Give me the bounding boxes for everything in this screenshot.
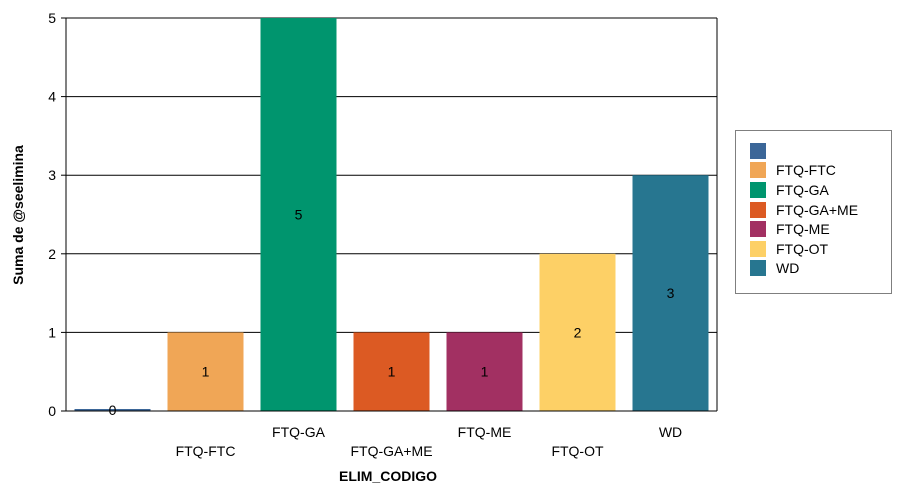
y-tick-label: 3 [48,167,56,183]
legend-item: FTQ-OT [750,239,891,259]
legend-label: FTQ-ME [776,221,830,238]
gridlines [66,17,717,333]
x-tick-label: FTQ-OT [551,443,604,459]
y-tick-label: 5 [48,10,56,26]
bar [167,332,244,411]
y-tick-label: 2 [48,246,56,262]
data-label: 1 [202,364,210,380]
bar [260,18,337,411]
y-tick-label: 1 [48,324,56,340]
data-label: 0 [109,402,117,418]
y-axis-title: Suma de @seelimina [10,145,26,285]
bar [539,253,616,411]
legend: FTQ-FTC FTQ-GA FTQ-GA+ME FTQ-ME FTQ-OT WD [735,130,892,294]
x-tick-label: WD [659,424,682,440]
legend-swatch [750,201,766,218]
data-label: 1 [388,364,396,380]
legend-swatch [750,181,766,198]
legend-swatch [750,221,766,238]
x-tick-label: FTQ-ME [458,424,512,440]
legend-label: FTQ-GA+ME [776,201,859,218]
legend-item: FTQ-FTC [750,161,891,181]
bar [446,332,523,411]
bars: 0 1 5 1 1 2 3 [74,18,709,418]
x-axis-title: ELIM_CODIGO [339,468,437,484]
bar [353,332,430,411]
legend-swatch [750,260,766,277]
legend-label: WD [776,260,800,277]
data-label: 5 [295,207,303,223]
data-label: 1 [481,364,489,380]
legend-swatch [750,162,766,179]
legend-item [750,141,891,161]
legend-item: WD [750,259,891,279]
legend-label: FTQ-GA [776,181,829,198]
legend-swatch [750,240,766,257]
legend-item: FTQ-GA+ME [750,200,891,220]
x-tick-label: FTQ-FTC [176,443,236,459]
data-label: 2 [574,324,582,340]
axes: 0 1 2 3 4 5 FTQ-FTC FTQ-GA FTQ-GA+ME FTQ-ME FTQ-OT… [48,10,718,459]
x-tick-label: FTQ-GA [272,424,326,440]
legend-label: FTQ-FTC [776,162,836,179]
x-tick-label: FTQ-GA+ME [350,443,432,459]
legend-label: FTQ-OT [776,240,829,257]
legend-swatch [750,142,766,159]
legend-item: FTQ-GA [750,180,891,200]
y-tick-label: 4 [48,89,56,105]
legend-item: FTQ-ME [750,219,891,239]
data-label: 3 [667,285,675,301]
y-tick-label: 0 [48,403,56,419]
bar [632,175,709,411]
